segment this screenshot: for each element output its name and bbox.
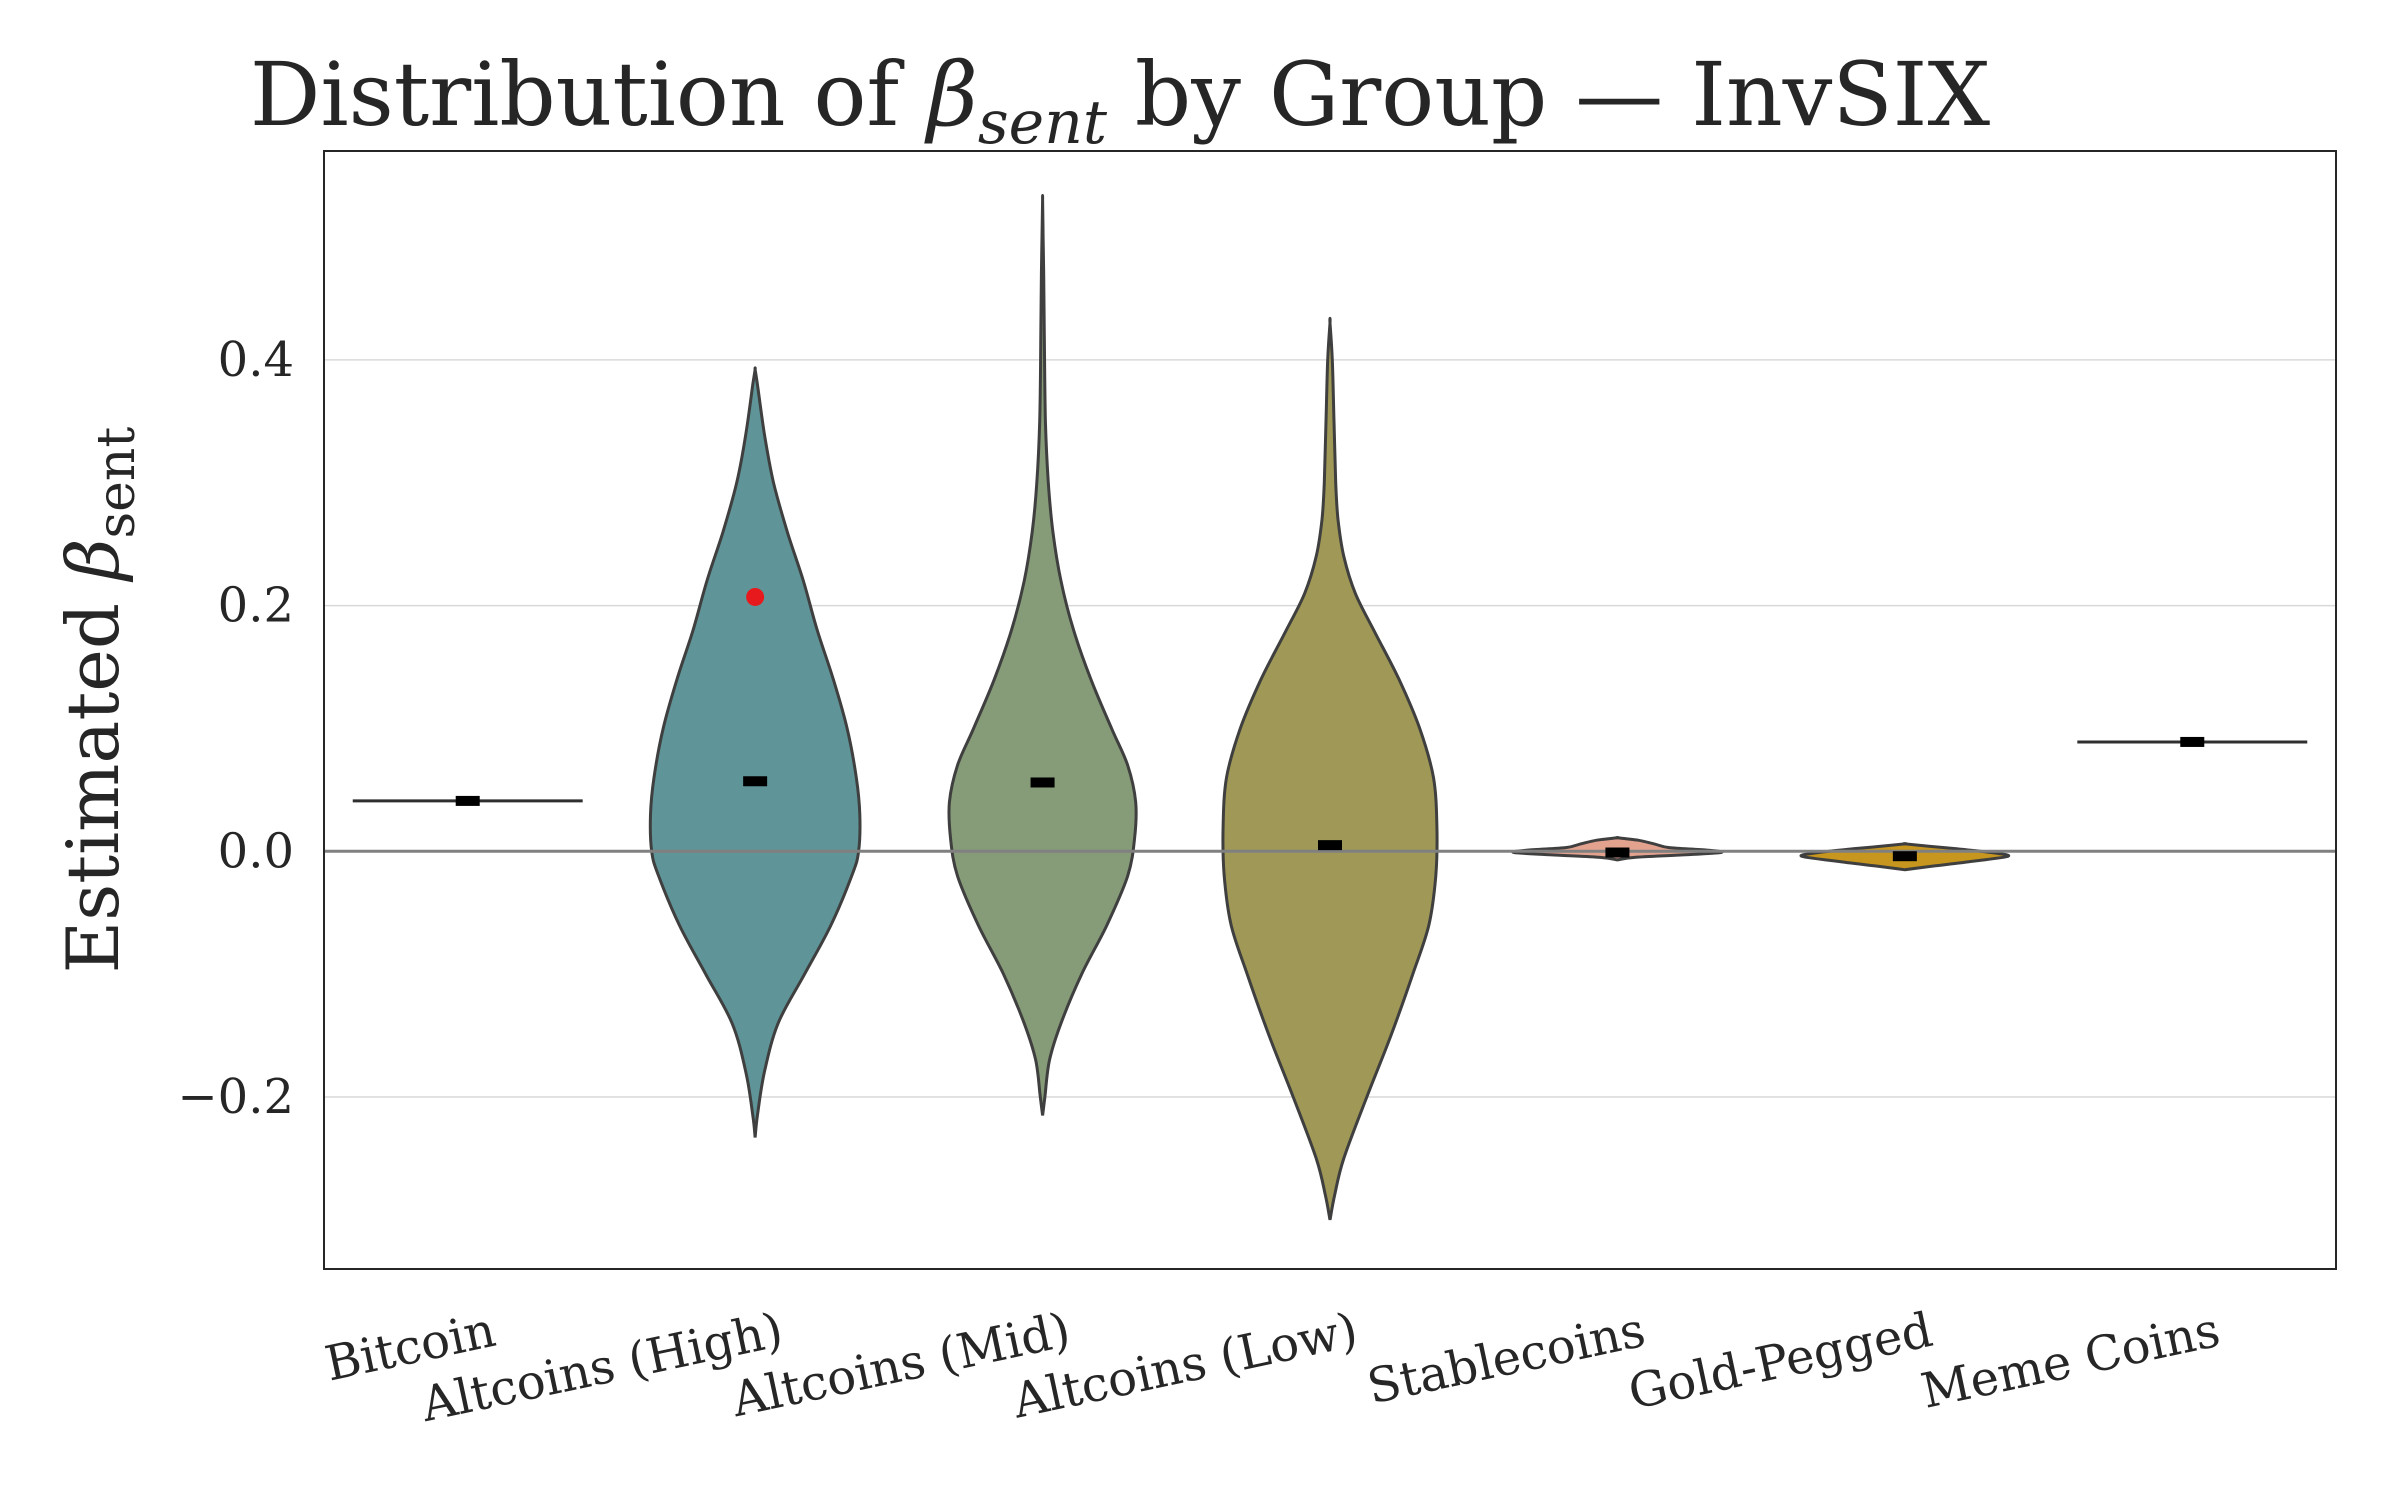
- chart-title-symbol: β: [924, 43, 978, 146]
- median-marker: [455, 795, 480, 806]
- median-marker: [2180, 736, 2205, 747]
- chart-title-suffix: by Group — InvSIX: [1107, 43, 1990, 146]
- y-tick-label: −0.2: [177, 1069, 294, 1125]
- y-axis-label-symbol: β: [51, 539, 135, 584]
- y-axis-ticks: −0.2 0.0 0.2 0.4: [177, 332, 294, 1125]
- x-category-label: Gold-Pegged: [1624, 1302, 1938, 1421]
- median-marker: [1605, 847, 1630, 858]
- violin-altcoins-high: [648, 366, 862, 1138]
- median-markers: [455, 587, 2205, 862]
- y-axis-label-main: Estimated: [51, 580, 135, 973]
- chart-title-main: Distribution of: [250, 43, 927, 146]
- median-marker: [1892, 851, 1917, 862]
- x-category-label: Stablecoins: [1362, 1302, 1649, 1415]
- violin-altcoins-mid: [947, 194, 1138, 1116]
- violins: [352, 194, 2308, 1221]
- chart-title: Distribution of βsent by Group — InvSIX: [250, 43, 1991, 158]
- median-marker: [1030, 777, 1055, 788]
- y-axis-label: Estimated βsent: [51, 427, 147, 974]
- highlight-point: [746, 587, 765, 606]
- plot-area-frame: [323, 150, 2337, 1270]
- y-axis-label-subscript: sent: [87, 427, 147, 539]
- x-category-label: Meme Coins: [1916, 1302, 2224, 1420]
- median-marker: [743, 776, 768, 787]
- y-tick-label: 0.2: [218, 578, 294, 634]
- chart-title-subscript: sent: [978, 88, 1108, 158]
- y-tick-label: 0.0: [218, 823, 294, 879]
- median-marker: [1318, 840, 1342, 851]
- violin-altcoins-low: [1221, 316, 1439, 1221]
- y-tick-label: 0.4: [218, 332, 294, 388]
